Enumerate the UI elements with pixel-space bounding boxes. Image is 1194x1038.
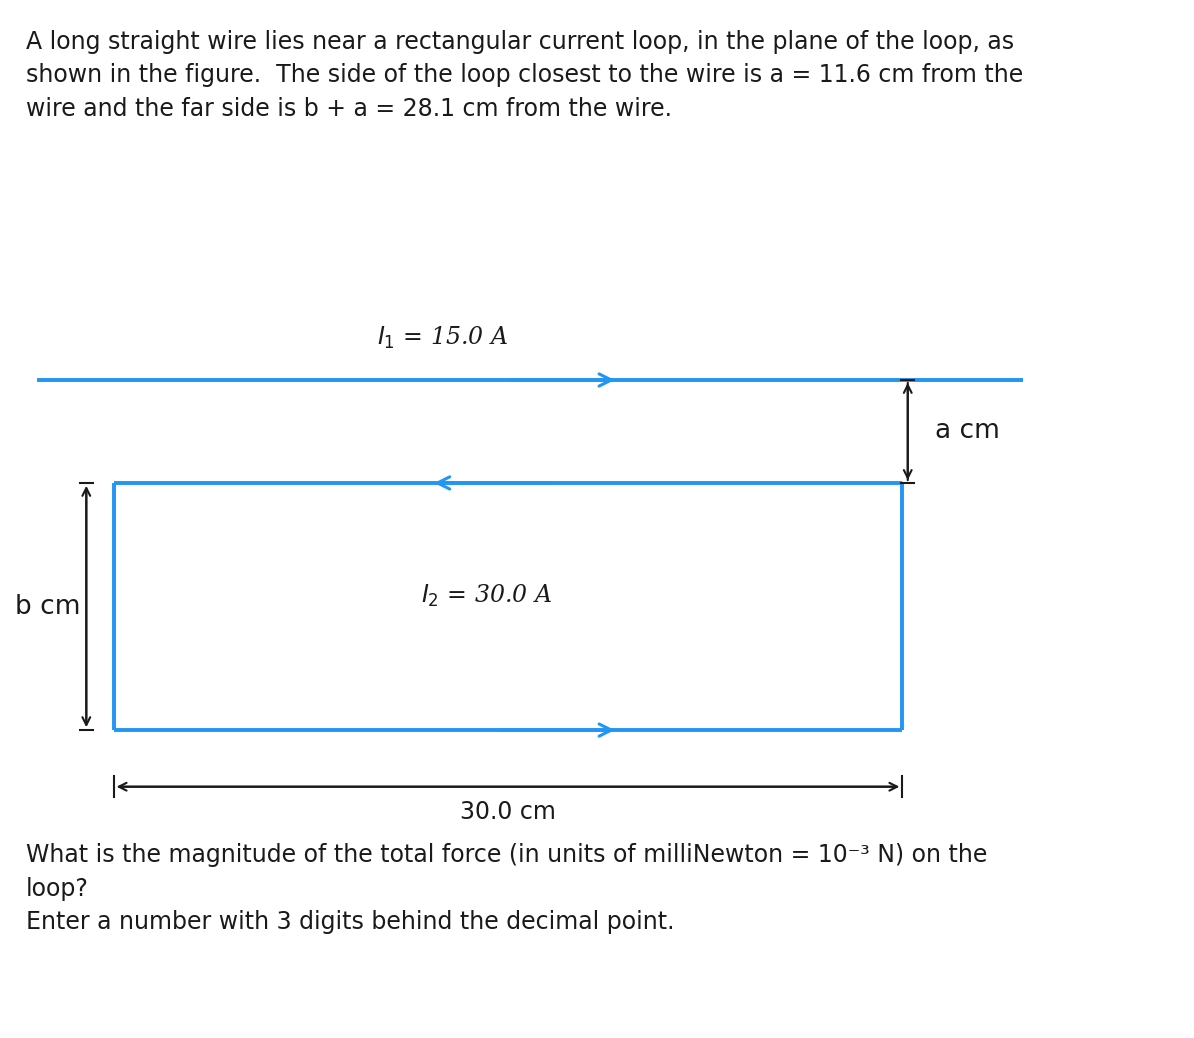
Text: What is the magnitude of the total force (in units of milliNewton = 10⁻³ N) on t: What is the magnitude of the total force… — [26, 843, 987, 934]
Text: A long straight wire lies near a rectangular current loop, in the plane of the l: A long straight wire lies near a rectang… — [26, 30, 1023, 120]
Text: a cm: a cm — [935, 418, 1001, 444]
Text: b cm: b cm — [16, 594, 81, 620]
Text: 30.0 cm: 30.0 cm — [460, 800, 556, 824]
Text: $I_2$ = 30.0 A: $I_2$ = 30.0 A — [420, 583, 552, 609]
Text: $I_1$ = 15.0 A: $I_1$ = 15.0 A — [377, 325, 507, 351]
